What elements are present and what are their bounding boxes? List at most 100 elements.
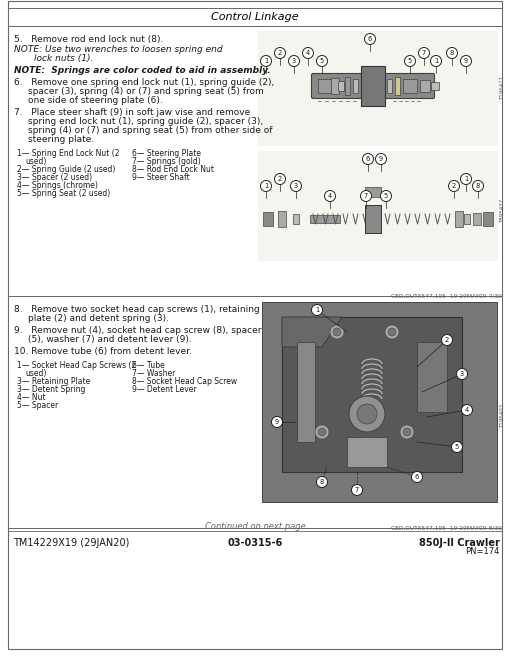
Text: 2: 2	[277, 50, 281, 56]
Text: 9— Detent Lever: 9— Detent Lever	[132, 385, 196, 394]
Text: one side of steering plate (6).: one side of steering plate (6).	[28, 96, 162, 105]
Circle shape	[315, 425, 328, 439]
FancyBboxPatch shape	[311, 74, 434, 99]
Text: 9: 9	[274, 419, 278, 425]
Circle shape	[351, 484, 362, 495]
Text: 6: 6	[367, 36, 372, 42]
Text: Control Linkage: Control Linkage	[211, 12, 298, 22]
Text: 8— Rod End Lock Nut: 8— Rod End Lock Nut	[132, 165, 214, 174]
Text: 10. Remove tube (6) from detent lever.: 10. Remove tube (6) from detent lever.	[14, 347, 191, 356]
Circle shape	[387, 328, 395, 336]
Text: T895437: T895437	[499, 199, 504, 223]
Circle shape	[274, 173, 285, 185]
Circle shape	[302, 47, 313, 58]
Bar	[330, 78, 338, 94]
Text: 1: 1	[264, 183, 268, 189]
Bar	[318, 79, 331, 93]
Bar	[454, 211, 462, 227]
Circle shape	[316, 476, 327, 487]
Text: 4— Nut: 4— Nut	[17, 393, 45, 402]
Bar	[258, 151, 497, 261]
Circle shape	[399, 425, 413, 439]
Circle shape	[260, 55, 271, 66]
Text: T196411: T196411	[499, 76, 504, 100]
Text: 7.   Place steer shaft (9) in soft jaw vise and remove: 7. Place steer shaft (9) in soft jaw vis…	[14, 108, 250, 117]
Circle shape	[375, 154, 386, 164]
Bar	[337, 81, 344, 91]
Text: spring end lock nut (1), spring guide (2), spacer (3),: spring end lock nut (1), spring guide (2…	[28, 117, 263, 126]
Circle shape	[402, 428, 410, 436]
Bar	[386, 79, 391, 93]
Circle shape	[471, 181, 483, 191]
Text: TM14229X19 (29JAN20): TM14229X19 (29JAN20)	[13, 538, 129, 548]
Text: 8.   Remove two socket head cap screws (1), retaining: 8. Remove two socket head cap screws (1)…	[14, 305, 259, 314]
Bar	[346, 437, 386, 467]
Text: 9: 9	[378, 156, 382, 162]
Text: 7: 7	[421, 50, 426, 56]
Bar	[419, 80, 429, 92]
Circle shape	[456, 369, 467, 380]
Bar	[277, 211, 286, 227]
Polygon shape	[281, 317, 342, 347]
Circle shape	[460, 55, 471, 66]
Bar	[416, 342, 446, 412]
Text: 6— Steering Plate: 6— Steering Plate	[132, 149, 201, 158]
Bar	[263, 212, 272, 226]
Text: 5: 5	[383, 193, 387, 199]
Text: 3— Retaining Plate: 3— Retaining Plate	[17, 377, 90, 386]
Bar	[430, 82, 438, 90]
Bar	[8, 8, 501, 26]
Text: 3— Detent Spring: 3— Detent Spring	[17, 385, 85, 394]
Text: 7: 7	[354, 487, 358, 493]
Bar	[402, 79, 416, 93]
Bar	[344, 77, 349, 95]
Bar	[258, 31, 497, 146]
Text: 4— Springs (chrome): 4— Springs (chrome)	[17, 181, 98, 190]
Bar	[281, 317, 461, 472]
Text: plate (2) and detent spring (3).: plate (2) and detent spring (3).	[28, 314, 168, 323]
Circle shape	[332, 328, 341, 336]
Text: T196403: T196403	[499, 404, 504, 428]
Text: 3: 3	[291, 58, 296, 64]
Bar	[463, 214, 469, 224]
Text: 8: 8	[475, 183, 479, 189]
Text: 9.   Remove nut (4), socket head cap screw (8), spacer: 9. Remove nut (4), socket head cap screw…	[14, 326, 261, 335]
Circle shape	[288, 55, 299, 66]
Circle shape	[380, 191, 391, 202]
Circle shape	[362, 154, 373, 164]
Circle shape	[260, 181, 271, 191]
Text: steering plate.: steering plate.	[28, 135, 94, 144]
Circle shape	[329, 325, 344, 339]
Circle shape	[418, 47, 429, 58]
Text: Continued on next page: Continued on next page	[204, 522, 305, 531]
Text: 5: 5	[454, 444, 458, 450]
Text: used): used)	[25, 157, 46, 166]
Bar	[309, 215, 340, 223]
Text: NOTE: Use two wrenches to loosen spring end: NOTE: Use two wrenches to loosen spring …	[14, 45, 222, 54]
Circle shape	[411, 472, 421, 482]
Bar	[472, 213, 480, 225]
Circle shape	[324, 191, 335, 202]
Text: 7— Springs (gold): 7— Springs (gold)	[132, 157, 201, 166]
Text: 4: 4	[305, 50, 309, 56]
Circle shape	[360, 191, 371, 202]
Bar	[296, 342, 315, 442]
Text: (5), washer (7) and detent lever (9).: (5), washer (7) and detent lever (9).	[28, 335, 191, 344]
Circle shape	[441, 334, 451, 346]
Circle shape	[430, 55, 441, 66]
Text: 3— Spacer (2 used): 3— Spacer (2 used)	[17, 173, 92, 182]
Bar	[8, 296, 501, 528]
Text: 4: 4	[464, 407, 468, 413]
Text: 7— Washer: 7— Washer	[132, 369, 175, 378]
Text: 6: 6	[365, 156, 370, 162]
Circle shape	[404, 55, 415, 66]
Text: PN=174: PN=174	[465, 547, 499, 556]
Text: 8: 8	[449, 50, 453, 56]
Bar	[364, 187, 380, 197]
Circle shape	[348, 396, 384, 432]
Text: 6— Tube: 6— Tube	[132, 361, 164, 370]
Circle shape	[316, 55, 327, 66]
Circle shape	[274, 47, 285, 58]
Text: 03-0315-6: 03-0315-6	[227, 538, 282, 548]
Text: 4: 4	[327, 193, 331, 199]
